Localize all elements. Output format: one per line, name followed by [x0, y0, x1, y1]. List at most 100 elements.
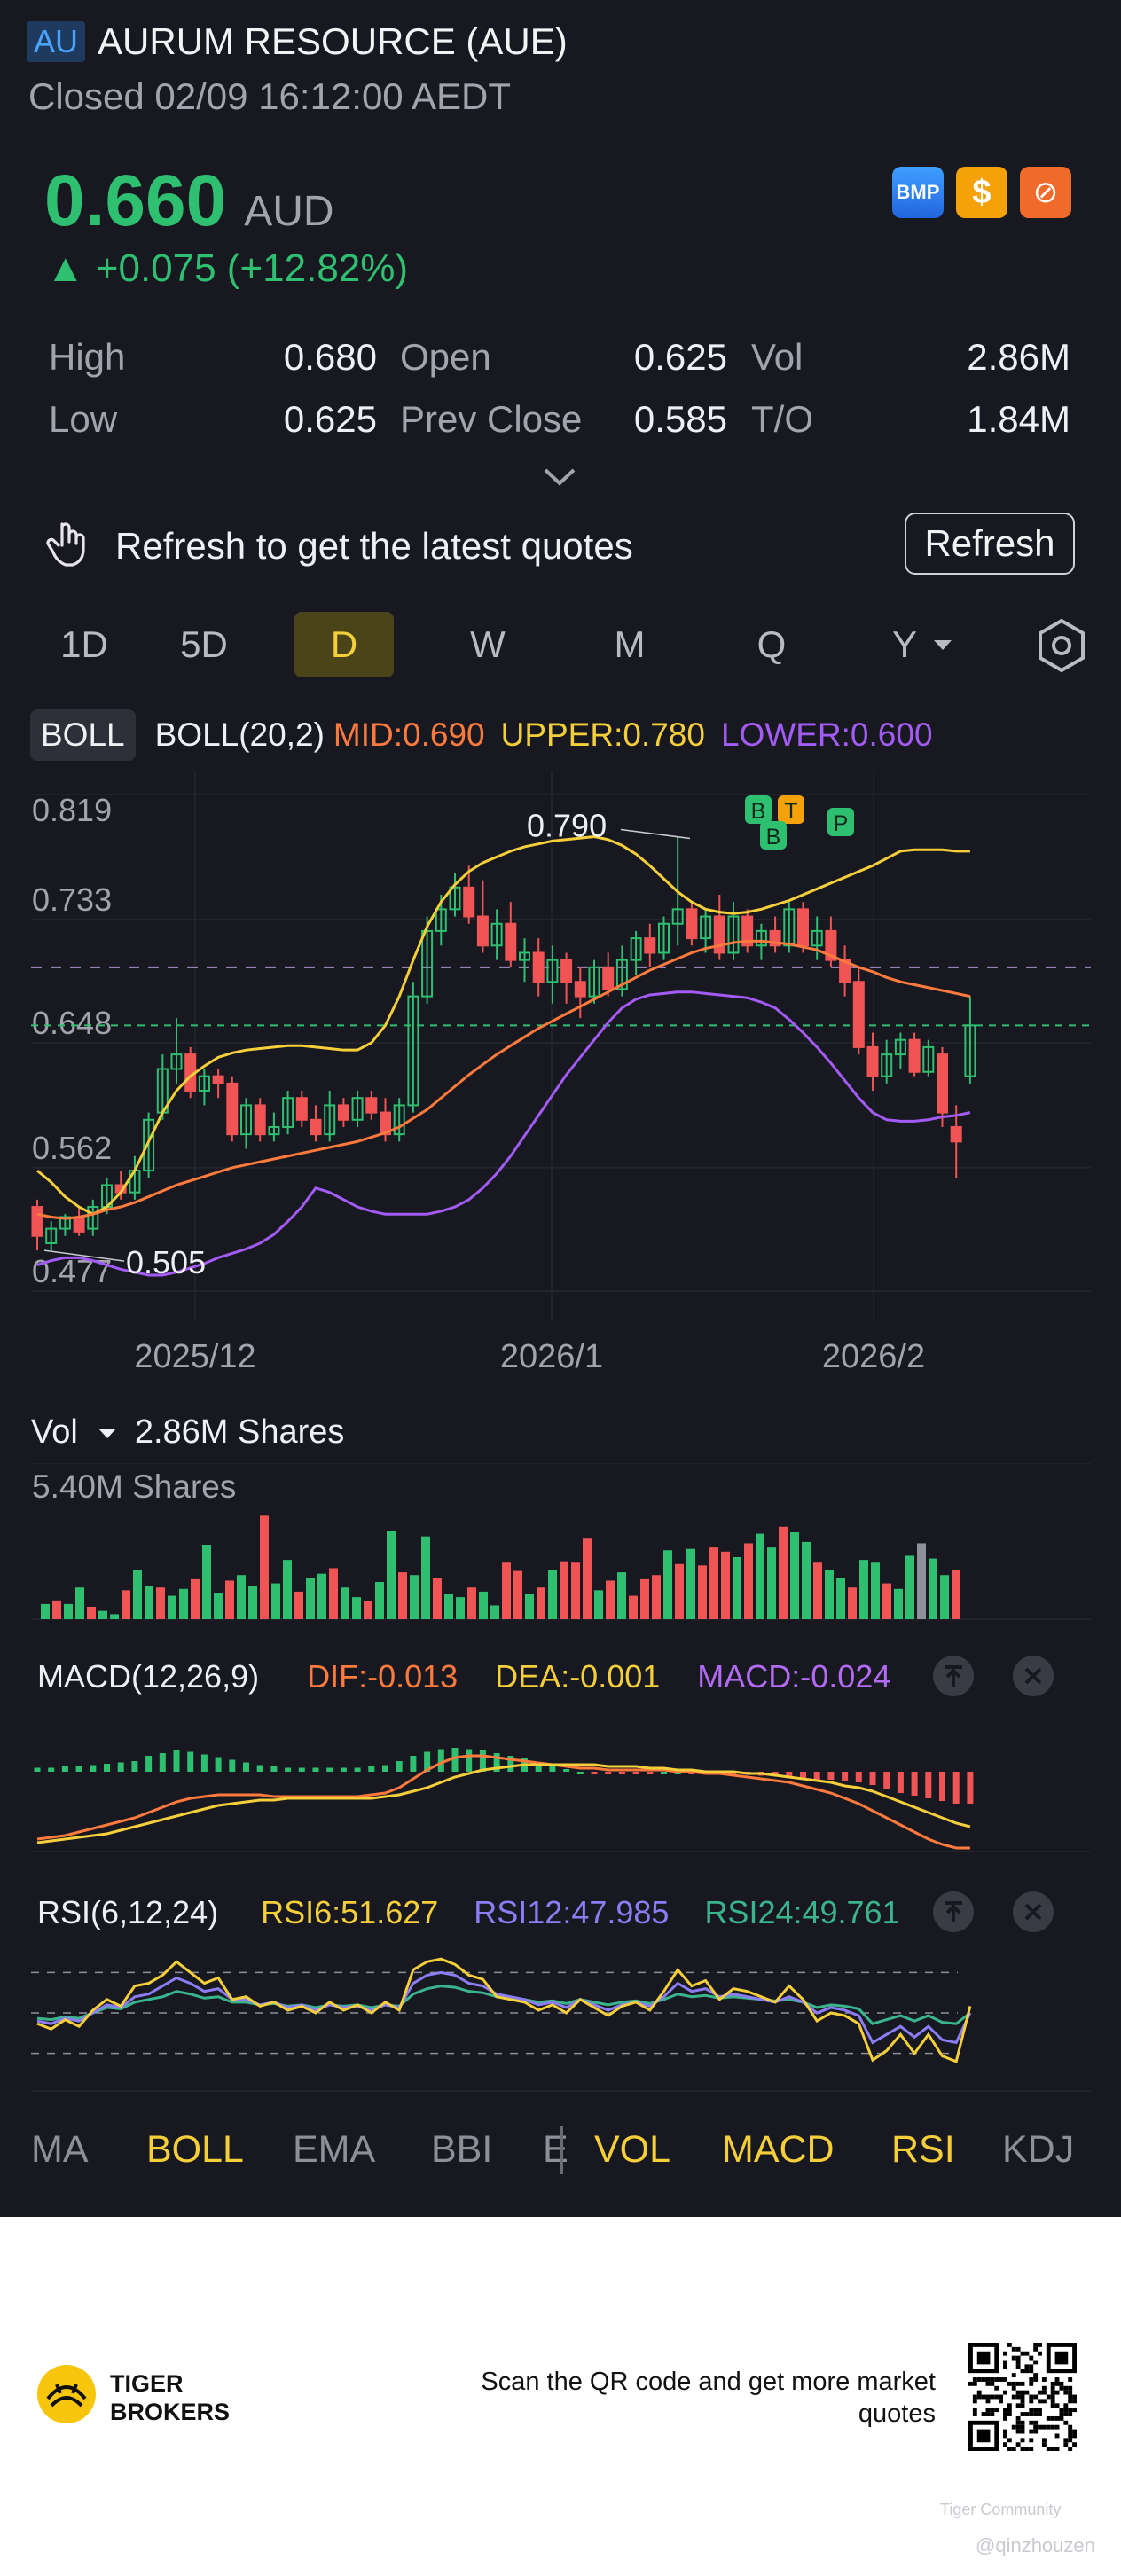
tab-5d[interactable]: 5D — [180, 623, 228, 665]
macd-hist-bar — [131, 1761, 138, 1772]
tab-d[interactable]: D — [294, 612, 394, 677]
qr-module — [1020, 2429, 1025, 2434]
tab-m[interactable]: M — [614, 623, 646, 665]
qr-module — [1038, 2399, 1042, 2404]
qr-module — [1059, 2381, 1064, 2386]
low-label: Low — [49, 398, 118, 440]
candle-down — [254, 1104, 266, 1136]
qr-module — [1059, 2412, 1064, 2416]
tab-rsi[interactable]: RSI — [891, 2128, 955, 2171]
volume-bar — [502, 1562, 511, 1619]
boll-upper-line — [36, 834, 970, 1216]
volume-bar — [537, 1587, 545, 1619]
volume-chart[interactable] — [0, 1463, 1121, 1623]
volume-indicator-label[interactable]: Vol — [31, 1413, 78, 1451]
tab-bbi[interactable]: BBI — [431, 2128, 493, 2171]
volume-bar — [756, 1533, 764, 1619]
expand-chevron-icon[interactable] — [543, 466, 576, 489]
volume-bar — [410, 1575, 419, 1619]
tab-vol[interactable]: VOL — [594, 2128, 671, 2171]
close-icon[interactable] — [1011, 1890, 1055, 1934]
price-tick-label: 0.562 — [32, 1130, 112, 1166]
tab-ema[interactable]: EMA — [293, 2128, 376, 2171]
qr-module — [1020, 2390, 1025, 2395]
macd-chart[interactable] — [0, 1703, 1121, 1853]
qr-module — [1015, 2429, 1021, 2434]
qr-module — [1046, 2447, 1051, 2451]
qr-module — [1072, 2442, 1077, 2447]
volume-bar — [744, 1543, 753, 1619]
qr-module — [1011, 2447, 1016, 2451]
macd-hist-bar — [34, 1767, 41, 1772]
volume-caret-icon[interactable] — [98, 1427, 117, 1439]
macd-hist-bar — [869, 1772, 876, 1785]
qr-module — [968, 2381, 973, 2386]
dividend-badge-icon[interactable]: $ — [956, 167, 1007, 218]
qr-module — [1038, 2408, 1042, 2413]
volume-bar — [248, 1586, 257, 1619]
short-badge-icon[interactable]: ⊘ — [1020, 167, 1071, 218]
qr-module — [985, 2412, 991, 2416]
qr-module — [1011, 2385, 1016, 2391]
qr-module — [1029, 2381, 1034, 2386]
volume-bar — [513, 1570, 522, 1619]
bmp-badge-icon[interactable]: BMP — [892, 167, 944, 218]
open-label: Open — [400, 336, 491, 378]
tab-e[interactable]: E — [543, 2128, 568, 2171]
qr-module — [1020, 2412, 1025, 2416]
signal-badge-label: B — [751, 799, 766, 824]
rsi-chart[interactable] — [0, 1933, 1121, 2093]
boll-tab[interactable]: BOLL — [30, 709, 136, 761]
date-tick-label: 2026/2 — [822, 1338, 925, 1375]
candle-down — [937, 1053, 948, 1114]
macd-hist-bar — [507, 1756, 514, 1772]
qr-module — [972, 2408, 977, 2413]
macd-hist-bar — [90, 1765, 97, 1772]
qr-module — [1041, 2399, 1047, 2404]
macd-hist-bar — [243, 1762, 249, 1772]
qr-module — [1041, 2424, 1047, 2430]
macd-hist-bar — [437, 1749, 444, 1772]
chart-settings-icon[interactable] — [1034, 618, 1089, 673]
candle-down — [226, 1082, 239, 1136]
refresh-button[interactable]: Refresh — [905, 513, 1075, 575]
tab-q[interactable]: Q — [756, 623, 787, 665]
volume-bar — [133, 1570, 142, 1619]
pin-top-icon[interactable] — [931, 1890, 976, 1934]
qr-module — [1033, 2373, 1039, 2378]
macd-hist-bar — [591, 1772, 598, 1774]
qr-module — [1054, 2390, 1060, 2395]
volume-bar — [940, 1575, 949, 1619]
boll-lower-line — [36, 990, 971, 1277]
qr-module — [999, 2394, 1004, 2400]
rsi6-value: RSI6:51.627 — [261, 1894, 439, 1930]
qr-module — [1029, 2364, 1034, 2369]
candle-up — [87, 1206, 99, 1230]
qr-module — [1038, 2351, 1042, 2356]
qr-module — [1054, 2415, 1060, 2421]
volume-bar — [145, 1586, 153, 1619]
tab-ma[interactable]: MA — [31, 2128, 89, 2171]
volume-bar — [663, 1550, 672, 1619]
close-icon[interactable] — [1011, 1654, 1055, 1698]
candle-up — [700, 915, 712, 940]
volume-legend: Vol 2.86M Shares — [31, 1413, 344, 1452]
tab-w[interactable]: W — [470, 623, 506, 665]
qr-module — [1029, 2412, 1034, 2416]
tab-boll[interactable]: BOLL — [146, 2128, 244, 2171]
tab-kdj[interactable]: KDJ — [1002, 2128, 1075, 2171]
qr-module — [1029, 2394, 1034, 2400]
candle-down — [476, 915, 489, 947]
last-price: 0.660 — [44, 161, 227, 241]
candle-up — [407, 995, 419, 1107]
boll-params: BOLL(20,2) — [154, 716, 325, 753]
tab-y[interactable]: Y — [869, 612, 976, 677]
qr-code-icon[interactable] — [968, 2343, 1077, 2451]
tab-macd[interactable]: MACD — [722, 2128, 835, 2171]
pin-top-icon[interactable] — [931, 1654, 976, 1698]
tab-1d[interactable]: 1D — [60, 623, 108, 665]
qr-module — [1063, 2408, 1069, 2413]
volume-bar — [122, 1590, 130, 1619]
share-footer: TIGER BROKERS Scan the QR code and get m… — [0, 2217, 1121, 2576]
